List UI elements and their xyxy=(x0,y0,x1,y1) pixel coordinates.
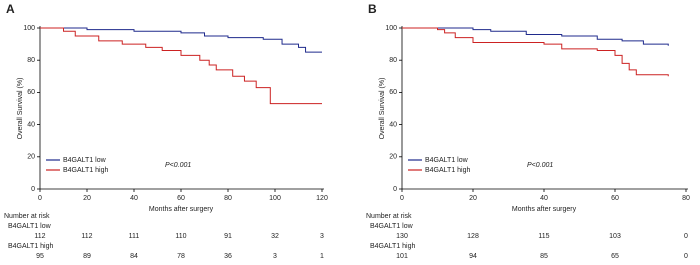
risk-count: 115 xyxy=(538,233,549,240)
x-tick-label: 40 xyxy=(540,195,548,202)
x-tick-label: 100 xyxy=(269,195,281,202)
risk-table-title: Number at risk xyxy=(366,213,412,220)
y-tick-label: 0 xyxy=(31,186,35,193)
panel-label: B xyxy=(368,2,377,16)
risk-count: 112 xyxy=(34,233,45,240)
risk-count: 85 xyxy=(540,253,548,260)
risk-count: 94 xyxy=(469,253,477,260)
x-tick-label: 0 xyxy=(38,195,42,202)
x-tick-label: 80 xyxy=(224,195,232,202)
survival-curve xyxy=(402,27,669,77)
x-tick-label: 120 xyxy=(316,195,328,202)
y-tick-label: 0 xyxy=(393,186,397,193)
risk-count: 110 xyxy=(175,233,186,240)
risk-row-label: B4GALT1 low xyxy=(370,223,414,230)
p-value: P<0.001 xyxy=(527,162,553,169)
risk-row-label: B4GALT1 high xyxy=(8,243,54,250)
risk-count: 103 xyxy=(609,233,621,240)
risk-count: 128 xyxy=(467,233,479,240)
x-tick-label: 40 xyxy=(130,195,138,202)
x-tick-label: 0 xyxy=(400,195,404,202)
x-tick-label: 20 xyxy=(83,195,91,202)
risk-count: 130 xyxy=(396,233,408,240)
y-tick-label: 100 xyxy=(23,25,35,32)
y-tick-label: 60 xyxy=(389,89,397,96)
legend-label: B4GALT1 high xyxy=(63,167,109,174)
y-tick-label: 80 xyxy=(389,57,397,64)
p-value: P<0.001 xyxy=(165,162,191,169)
y-axis-label: Overall Survival (%) xyxy=(17,78,24,140)
y-tick-label: 60 xyxy=(27,89,35,96)
survival-curve xyxy=(402,27,669,46)
risk-count: 32 xyxy=(271,233,279,240)
survival-curve xyxy=(40,27,322,105)
risk-count: 112 xyxy=(81,233,92,240)
risk-count: 0 xyxy=(684,233,688,240)
x-axis-label: Months after surgery xyxy=(149,206,214,213)
survival-curve xyxy=(40,27,322,53)
x-tick-label: 20 xyxy=(469,195,477,202)
risk-table-title: Number at risk xyxy=(4,213,50,220)
risk-row-label: B4GALT1 high xyxy=(370,243,416,250)
risk-count: 36 xyxy=(224,253,232,260)
risk-count: 0 xyxy=(684,253,688,260)
risk-count: 89 xyxy=(83,253,91,260)
risk-count: 65 xyxy=(611,253,619,260)
y-tick-label: 20 xyxy=(27,154,35,161)
risk-count: 111 xyxy=(129,233,140,240)
risk-count: 1 xyxy=(320,253,324,260)
y-tick-label: 40 xyxy=(27,121,35,128)
x-tick-label: 80 xyxy=(682,195,690,202)
x-tick-label: 60 xyxy=(177,195,185,202)
y-tick-label: 80 xyxy=(27,57,35,64)
x-tick-label: 60 xyxy=(611,195,619,202)
risk-count: 95 xyxy=(36,253,44,260)
legend-label: B4GALT1 low xyxy=(425,157,469,164)
risk-count: 3 xyxy=(273,253,277,260)
y-tick-label: 20 xyxy=(389,154,397,161)
risk-count: 101 xyxy=(396,253,408,260)
legend-label: B4GALT1 low xyxy=(63,157,107,164)
risk-count: 91 xyxy=(224,233,232,240)
risk-count: 84 xyxy=(130,253,138,260)
risk-count: 78 xyxy=(177,253,185,260)
panel-label: A xyxy=(6,2,15,16)
y-axis-label: Overall Survival (%) xyxy=(379,78,386,140)
y-tick-label: 100 xyxy=(385,25,397,32)
risk-count: 3 xyxy=(320,233,324,240)
y-tick-label: 40 xyxy=(389,121,397,128)
x-axis-label: Months after surgery xyxy=(512,206,577,213)
risk-row-label: B4GALT1 low xyxy=(8,223,52,230)
legend-label: B4GALT1 high xyxy=(425,167,471,174)
